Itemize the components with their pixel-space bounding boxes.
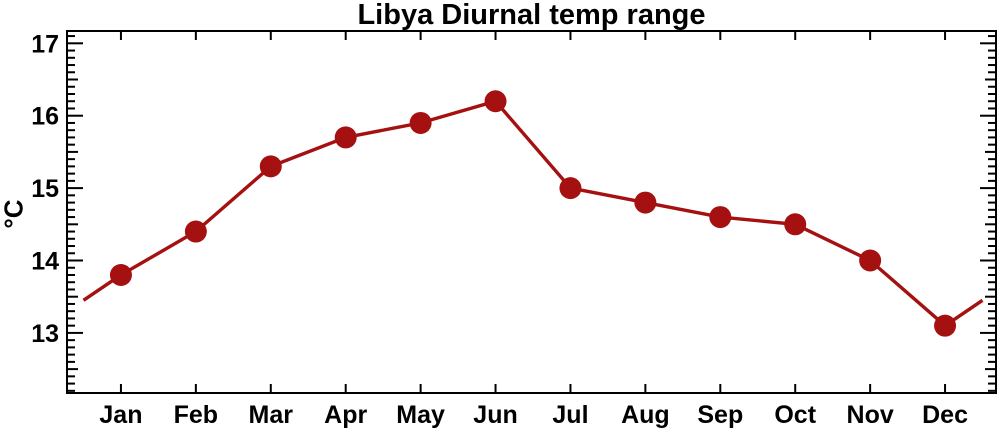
x-tick-label: Oct bbox=[774, 401, 816, 429]
x-tick-label: Apr bbox=[324, 401, 367, 429]
data-point-marker bbox=[184, 220, 207, 243]
data-point-marker bbox=[109, 263, 132, 286]
x-tick-label: Sep bbox=[697, 401, 743, 429]
x-tick-label: Aug bbox=[621, 401, 670, 429]
data-point-marker bbox=[334, 126, 357, 149]
x-tick-label: May bbox=[396, 401, 445, 429]
plot-frame bbox=[66, 30, 997, 394]
data-point-marker bbox=[259, 155, 282, 178]
x-tick-label: Jun bbox=[473, 401, 517, 429]
data-line bbox=[82, 99, 984, 328]
y-tick-label: 17 bbox=[31, 30, 59, 58]
x-tick-label: Mar bbox=[249, 401, 294, 429]
y-tick-label: 16 bbox=[31, 103, 59, 131]
data-point-marker bbox=[409, 111, 432, 134]
x-tick-label: Jan bbox=[99, 401, 142, 429]
x-tick-label: Feb bbox=[174, 401, 218, 429]
y-tick-label: 15 bbox=[31, 175, 59, 203]
data-point-marker bbox=[709, 206, 732, 229]
x-tick-label: Nov bbox=[847, 401, 894, 429]
data-point-marker bbox=[784, 213, 807, 236]
data-point-marker bbox=[634, 191, 657, 214]
x-tick-label: Jul bbox=[552, 401, 588, 429]
x-tick-label: Dec bbox=[922, 401, 968, 429]
chart-title: Libya Diurnal temp range bbox=[357, 0, 706, 31]
y-tick-label: 13 bbox=[31, 320, 59, 348]
y-tick-label: 14 bbox=[31, 248, 59, 276]
data-point-marker bbox=[859, 249, 882, 272]
data-point-marker bbox=[484, 90, 507, 113]
data-point-marker bbox=[934, 314, 957, 337]
data-point-marker bbox=[559, 177, 582, 200]
